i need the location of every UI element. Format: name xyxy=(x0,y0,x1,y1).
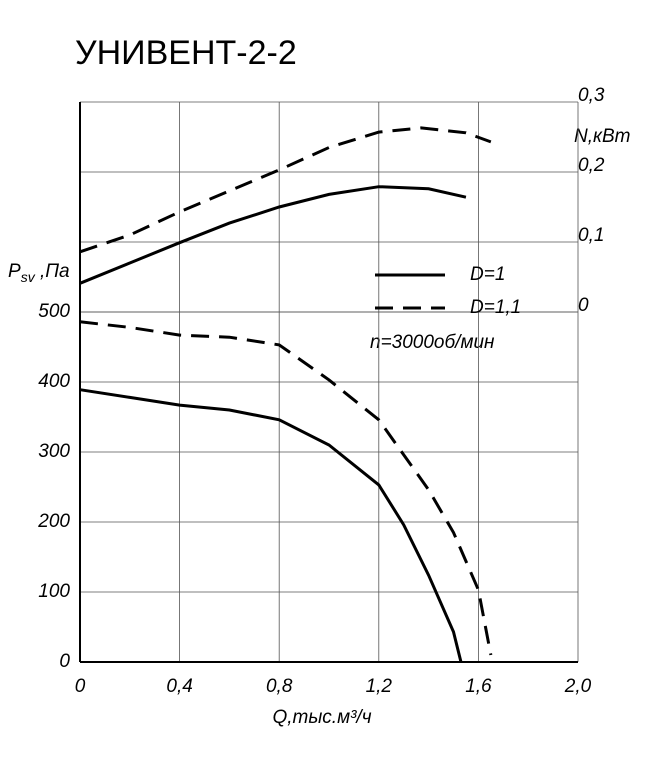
y2-tick-label: 0,1 xyxy=(578,225,604,246)
x-tick-label: 1,6 xyxy=(465,676,492,697)
y-tick-label: 500 xyxy=(38,301,70,322)
y2-tick-label: 0,2 xyxy=(578,155,605,176)
y-tick-label: 0 xyxy=(59,651,70,672)
y-label-main: P xyxy=(8,261,21,282)
y-tick-label: 400 xyxy=(38,371,70,392)
legend-label: D=1 xyxy=(470,264,505,285)
chart-title: УНИВЕНТ-2-2 xyxy=(75,34,297,72)
y-tick-label: 200 xyxy=(37,511,70,532)
x-tick-label: 1,2 xyxy=(366,676,393,697)
x-tick-label: 0,8 xyxy=(266,676,293,697)
annotation: n=3000об/мин xyxy=(370,332,495,353)
y-label-sub: sv xyxy=(21,269,36,285)
y2-tick-label: 0,3 xyxy=(578,85,605,106)
x-tick-label: 0 xyxy=(75,676,86,697)
x-axis-label: Q,тыс.м³/ч xyxy=(272,707,371,728)
series-line xyxy=(79,320,493,656)
y2-tick-label: 0 xyxy=(578,295,589,316)
legend-label: D=1,1 xyxy=(470,297,521,318)
y-tick-label: 300 xyxy=(38,441,70,462)
x-tick-label: 2,0 xyxy=(564,676,592,697)
y-axis-label: Psv ,Па xyxy=(8,261,70,285)
y-tick-label: 100 xyxy=(38,581,70,602)
series-line xyxy=(79,185,467,285)
x-tick-label: 0,4 xyxy=(166,676,192,697)
y-label-unit: ,Па xyxy=(35,261,70,282)
y2-axis-label: N,кВт xyxy=(574,126,630,147)
series-line xyxy=(79,388,463,663)
